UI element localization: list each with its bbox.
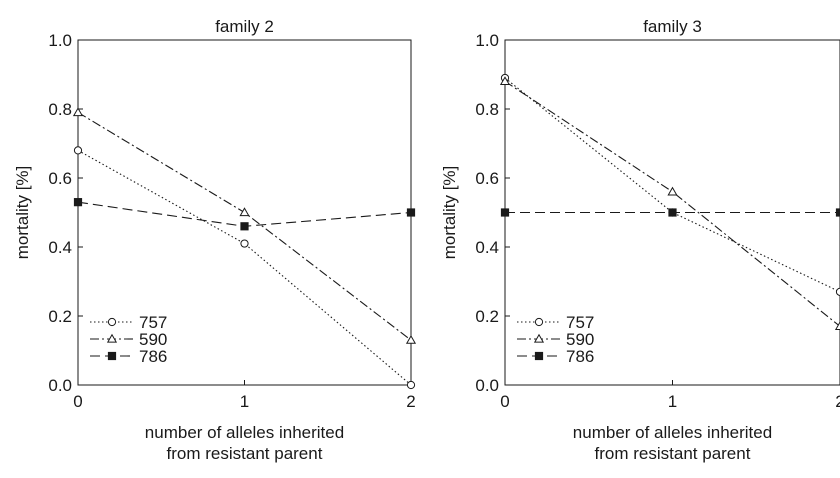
legend-label: 590: [566, 330, 594, 349]
y-tick-label: 0.2: [475, 307, 499, 326]
x-tick-label: 0: [73, 392, 82, 411]
series-line: [77, 149, 412, 386]
data-point: [239, 207, 250, 217]
y-tick-label: 0.6: [48, 169, 72, 188]
series-line: [504, 77, 840, 293]
legend-label: 757: [566, 313, 594, 332]
y-tick-label: 1.0: [475, 31, 499, 50]
x-tick-label: 2: [835, 392, 840, 411]
data-point: [72, 107, 84, 117]
data-point: [73, 198, 83, 207]
chart-title: family 3: [643, 17, 702, 36]
legend-marker: [107, 351, 117, 361]
x-axis-label-line-1: number of alleles inherited: [573, 423, 772, 442]
chart-title: family 2: [215, 17, 274, 36]
legend-marker: [533, 333, 545, 343]
data-point: [405, 334, 417, 344]
data-point: [835, 287, 840, 296]
x-tick-label: 0: [500, 392, 509, 411]
data-point: [668, 208, 677, 217]
y-tick-label: 0.4: [475, 238, 499, 257]
data-point: [73, 146, 83, 155]
x-tick-label: 2: [406, 392, 415, 411]
data-point: [500, 208, 510, 217]
legend-label: 590: [139, 330, 167, 349]
x-axis-label-line-2: from resistant parent: [595, 444, 751, 463]
legend-marker: [106, 333, 118, 343]
series-786: [500, 208, 840, 217]
chart-panel-2: family 3 0.0 0.2 0.4 0.6 0.8 1.0 0 1 2 number of a…: [440, 17, 840, 463]
legend-label: 757: [139, 313, 167, 332]
legend-marker: [534, 351, 544, 361]
legend-marker: [534, 317, 544, 327]
legend-label: 786: [566, 347, 594, 366]
x-tick-label: 1: [240, 392, 249, 411]
data-point: [406, 380, 416, 390]
series-757: [500, 73, 840, 296]
x-axis-label-line-2: from resistant parent: [167, 444, 323, 463]
y-tick-label: 0.4: [48, 238, 72, 257]
y-tick-label: 0.0: [48, 376, 72, 395]
y-tick-label: 1.0: [48, 31, 72, 50]
data-point: [834, 321, 840, 330]
y-tick-label: 0.8: [475, 100, 499, 119]
data-point: [240, 222, 249, 231]
data-point: [667, 186, 678, 196]
data-point: [499, 76, 511, 86]
chart-panel-1: family 2 0.0 0.2 0.4 0.6 0.8 1.0 0 1 2 number of a…: [13, 17, 417, 463]
y-tick-label: 0.6: [475, 169, 499, 188]
data-point: [406, 208, 416, 217]
data-point: [240, 239, 249, 248]
y-tick-label: 0.0: [475, 376, 499, 395]
series-757: [73, 146, 416, 390]
x-axis-label-line-1: number of alleles inherited: [145, 423, 344, 442]
y-axis-label: mortality [%]: [440, 166, 459, 260]
legend-label: 786: [139, 347, 167, 366]
series-786: [73, 198, 416, 231]
y-tick-label: 0.2: [48, 307, 72, 326]
y-tick-label: 0.8: [48, 100, 72, 119]
y-axis-label: mortality [%]: [13, 166, 32, 260]
legend-marker: [107, 317, 117, 327]
series-590: [72, 107, 417, 344]
data-point: [835, 208, 840, 217]
x-tick-label: 1: [668, 392, 677, 411]
series-590: [499, 76, 840, 330]
